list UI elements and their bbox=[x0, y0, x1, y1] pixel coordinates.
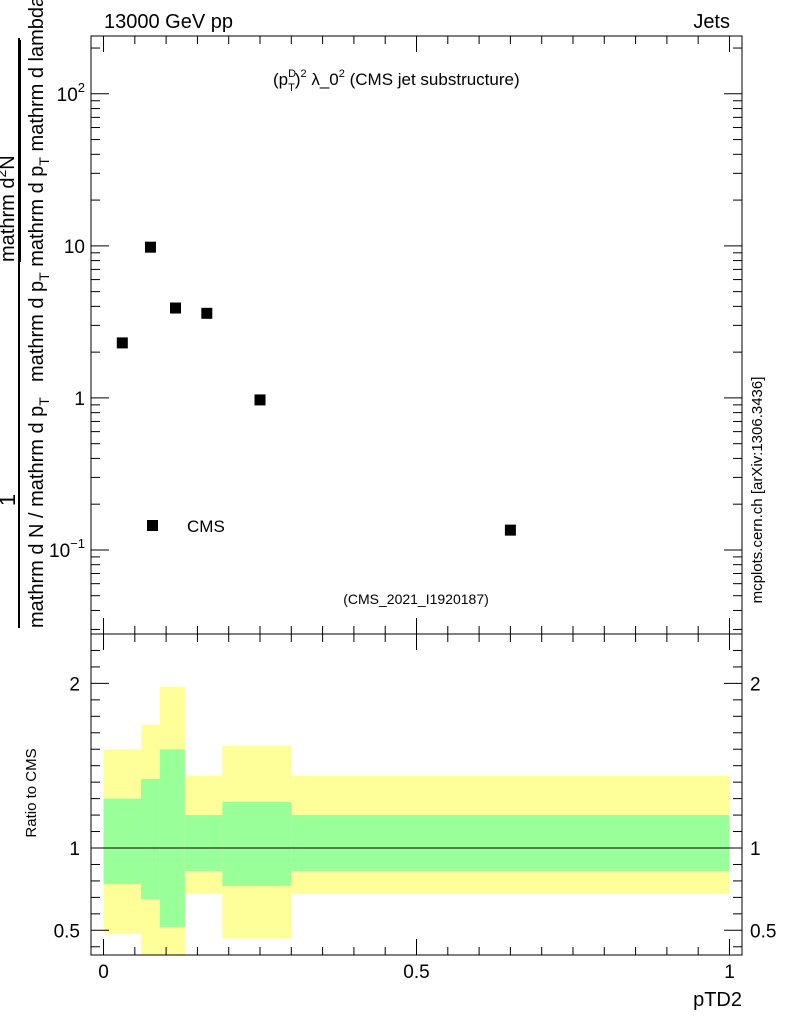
ylabel-den-b: mathrm d p bbox=[26, 166, 48, 273]
jets-label: Jets bbox=[693, 11, 730, 33]
ylabel-outer-den-a: mathrm d N / mathrm d p bbox=[26, 406, 48, 628]
main-y-tick-label: 1 bbox=[74, 389, 85, 410]
x-tick-label: 0 bbox=[98, 962, 109, 983]
energy-label: 13000 GeV pp bbox=[104, 11, 233, 33]
plot-title: (pD T)2 λ_02 (CMS jet substructure) bbox=[273, 68, 520, 94]
main-x-ticks bbox=[103, 36, 730, 634]
cms-data-point bbox=[170, 302, 182, 314]
ratio-ylabel: Ratio to CMS bbox=[23, 748, 40, 837]
ratio-uncertainty-bands bbox=[103, 686, 730, 955]
ratio-y-tick-label: 0.5 bbox=[54, 921, 80, 942]
title-tail: (CMS jet substructure) bbox=[345, 70, 520, 89]
ratio-y-tick-label: 1 bbox=[69, 839, 80, 860]
legend-label: CMS bbox=[187, 517, 225, 536]
ylabel-outer-den-sub: T bbox=[36, 397, 52, 406]
ratio-band-inner bbox=[184, 815, 223, 872]
cms-data-point bbox=[504, 524, 516, 536]
main-y-tick-label: 10−1 bbox=[49, 536, 85, 562]
ratio-x-axis: 0 0.5 1 bbox=[98, 634, 735, 983]
mcplots-credit: mcplots.cern.ch [arXiv:1306.3436] bbox=[749, 377, 766, 604]
title-rest-sup: 2 bbox=[339, 68, 345, 80]
x-tick-label: 0.5 bbox=[403, 962, 429, 983]
ratio-band-inner bbox=[159, 749, 185, 928]
ratio-y-tick-label-right: 0.5 bbox=[750, 921, 776, 942]
x-tick-label: 1 bbox=[724, 962, 735, 983]
ylabel-num: mathrm d2N bbox=[0, 155, 19, 262]
x-axis-label: pTD2 bbox=[693, 989, 742, 1011]
ratio-y-tick-label: 2 bbox=[69, 674, 80, 695]
title-open: (p bbox=[273, 70, 288, 89]
cms-data-point bbox=[254, 394, 266, 406]
ratio-y-axis: 0.5 0.5 1 1 2 2 bbox=[54, 649, 776, 948]
ylabel-outer-num: 1 bbox=[0, 494, 20, 506]
title-sup-d: D bbox=[288, 68, 296, 80]
cms-data-point bbox=[144, 241, 156, 253]
ylabel-num-base: mathrm d bbox=[0, 178, 19, 262]
legend-marker bbox=[147, 520, 158, 531]
title-rest: λ_0 bbox=[307, 70, 339, 89]
ratio-band-inner bbox=[103, 798, 142, 885]
ylabel-num-tail: N bbox=[0, 155, 19, 169]
cms-data-series bbox=[116, 241, 516, 536]
ratio-band-inner bbox=[222, 801, 292, 886]
analysis-reference: (CMS_2021_I1920187) bbox=[343, 591, 489, 607]
cms-data-point bbox=[116, 337, 128, 349]
main-y-minor-ticks bbox=[91, 47, 742, 630]
main-y-tick-label: 10 bbox=[64, 237, 85, 258]
ylabel-outer-den: mathrm d N / mathrm d pT bbox=[26, 397, 52, 628]
title-sup2: 2 bbox=[300, 68, 306, 80]
ratio-y-tick-label-right: 1 bbox=[750, 839, 761, 860]
ylabel-den-c: mathrm d lambda bbox=[26, 0, 48, 157]
ylabel-den-sub-b: T bbox=[36, 157, 52, 166]
cms-data-point bbox=[201, 307, 213, 319]
ratio-band-inner bbox=[141, 778, 160, 900]
title-sub-t: T bbox=[288, 82, 295, 94]
main-plot-frame bbox=[90, 35, 743, 635]
ylabel-den-a: mathrm d p bbox=[26, 281, 48, 382]
title-close: ) bbox=[295, 70, 301, 89]
ratio-band-inner bbox=[291, 815, 730, 872]
main-ylabel: 1 mathrm d N / mathrm d pT mathrm d pT m… bbox=[0, 0, 52, 628]
ylabel-den: mathrm d pT mathrm d pT mathrm d lambda bbox=[26, 0, 52, 382]
main-y-tick-label: 102 bbox=[57, 80, 85, 106]
ratio-y-tick-label-right: 2 bbox=[750, 674, 761, 695]
ylabel-den-sub-a: T bbox=[36, 272, 52, 281]
main-y-axis: 102 10 1 10−1 bbox=[49, 80, 742, 562]
ylabel-num-sup: 2 bbox=[0, 170, 9, 178]
